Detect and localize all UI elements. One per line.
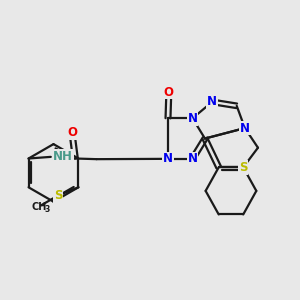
Text: N: N [163,152,173,165]
Text: O: O [68,126,78,139]
Text: O: O [164,85,174,99]
Text: N: N [188,112,197,125]
Text: 3: 3 [44,205,49,214]
Text: S: S [239,161,248,174]
Text: CH: CH [32,202,47,212]
Text: NH: NH [53,150,73,163]
Text: N: N [188,152,197,165]
Text: S: S [54,189,62,202]
Text: N: N [240,122,250,135]
Text: N: N [207,95,217,108]
